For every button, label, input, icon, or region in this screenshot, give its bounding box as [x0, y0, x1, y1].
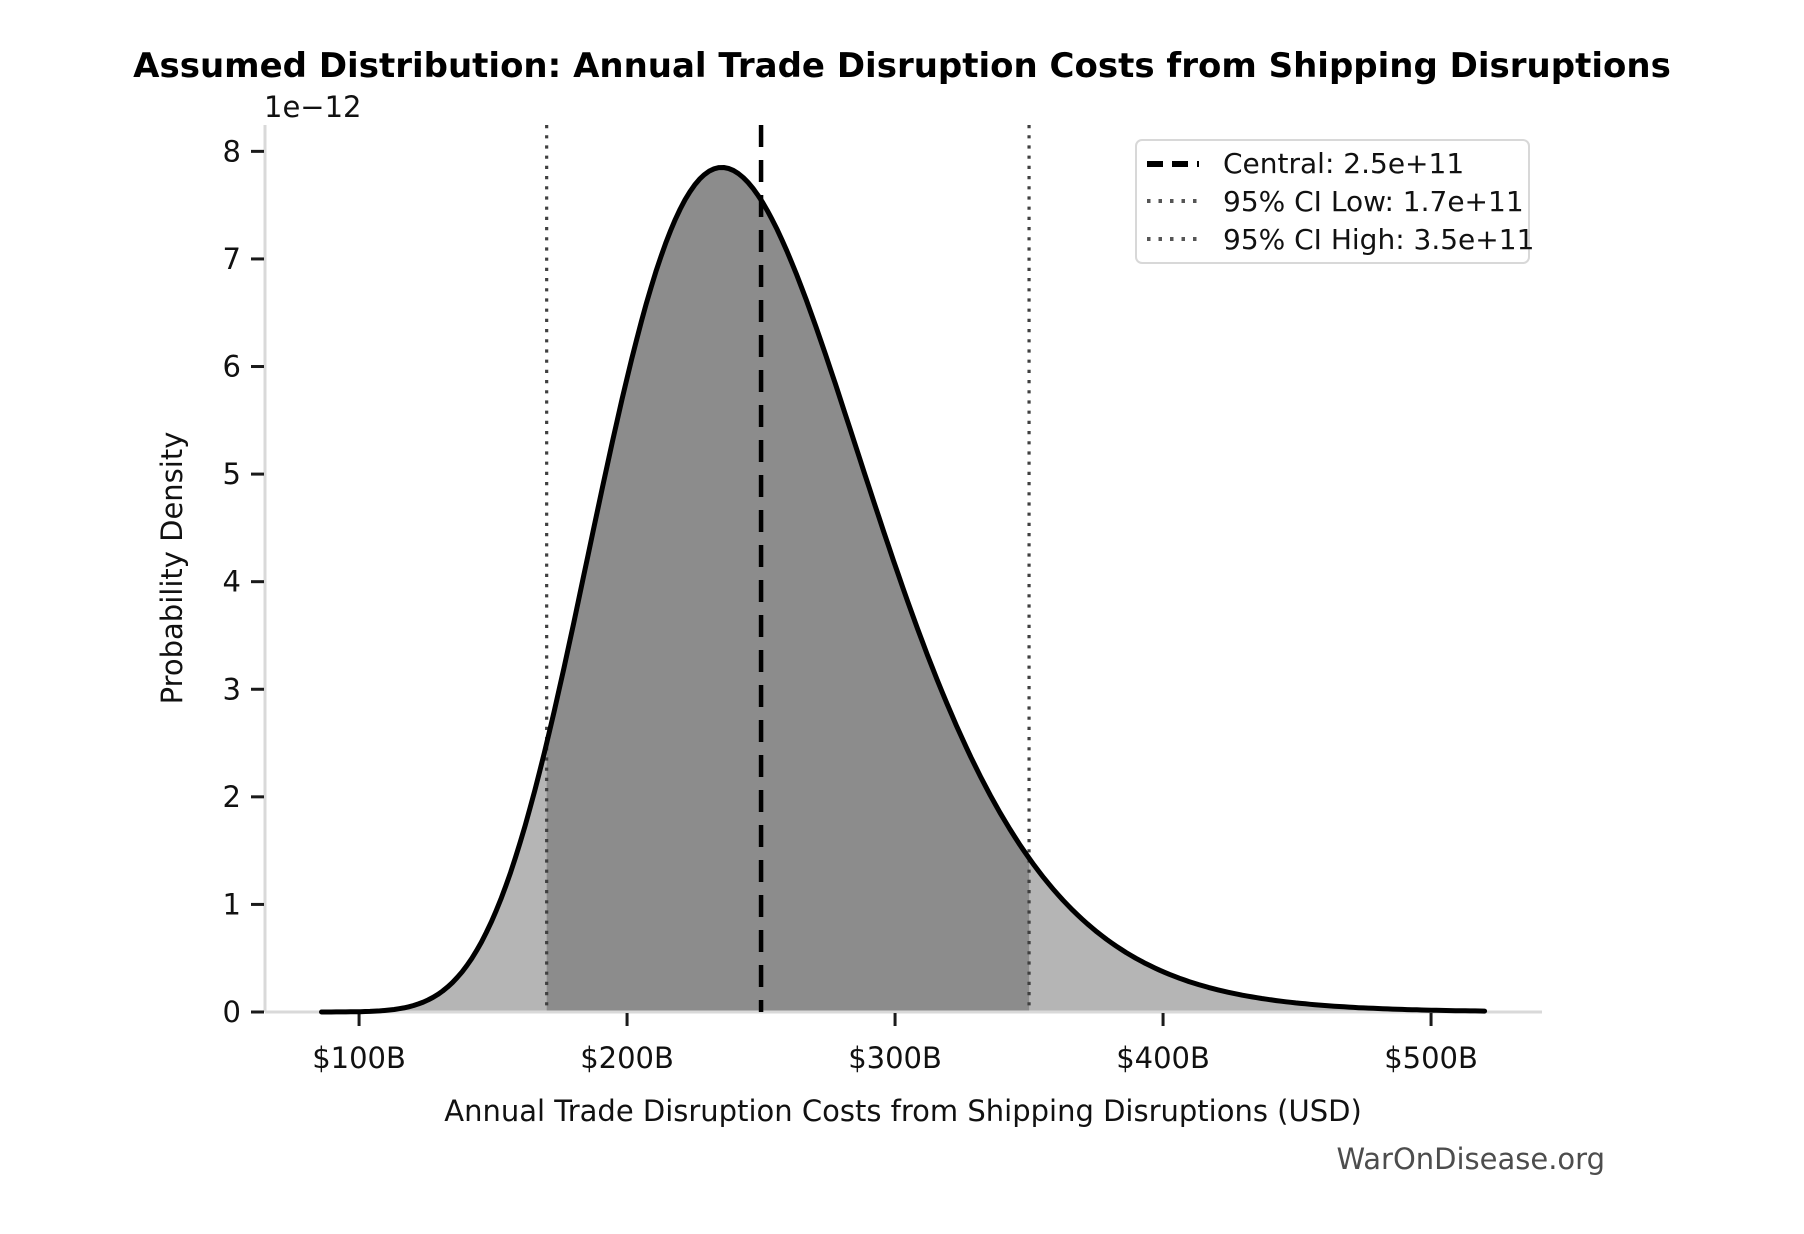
x-axis-label: Annual Trade Disruption Costs from Shipp… [444, 1094, 1362, 1128]
x-tick-label: $400B [1116, 1041, 1210, 1075]
y-tick-label: 8 [223, 134, 241, 168]
y-tick-label: 3 [223, 672, 241, 706]
dotted-line-icon [1147, 199, 1199, 204]
legend: Central: 2.5e+11 95% CI Low: 1.7e+11 95%… [1135, 139, 1534, 264]
dashed-line-icon [1147, 160, 1199, 167]
legend-item-central: Central: 2.5e+11 [1147, 147, 1528, 180]
density-curve [319, 165, 1488, 1015]
legend-label: 95% CI High: 3.5e+11 [1223, 222, 1535, 256]
legend-item-ci-high: 95% CI High: 3.5e+11 [1147, 223, 1534, 256]
legend-label: Central: 2.5e+11 [1223, 147, 1465, 181]
y-tick-label: 1 [223, 887, 241, 921]
y-tick-label: 7 [223, 242, 241, 276]
dotted-line-icon [1147, 237, 1199, 242]
y-tick-label: 0 [223, 995, 241, 1029]
y-axis-offset-label: 1e−12 [264, 90, 362, 124]
x-tick-label: $300B [848, 1041, 942, 1075]
x-tick-label: $100B [312, 1041, 406, 1075]
legend-item-ci-low: 95% CI Low: 1.7e+11 [1147, 185, 1528, 218]
y-axis-label: Probability Density [155, 431, 189, 705]
chart-title: Assumed Distribution: Annual Trade Disru… [133, 46, 1671, 86]
legend-label: 95% CI Low: 1.7e+11 [1223, 184, 1524, 218]
x-tick-label: $500B [1384, 1041, 1478, 1075]
y-tick-label: 4 [223, 565, 241, 599]
watermark: WarOnDisease.org [1336, 1142, 1605, 1176]
y-tick-label: 5 [223, 457, 241, 491]
y-tick-label: 2 [223, 780, 241, 814]
ci-shaded-region [546, 167, 1030, 1012]
y-tick-label: 6 [223, 350, 241, 384]
x-tick-label: $200B [580, 1041, 674, 1075]
